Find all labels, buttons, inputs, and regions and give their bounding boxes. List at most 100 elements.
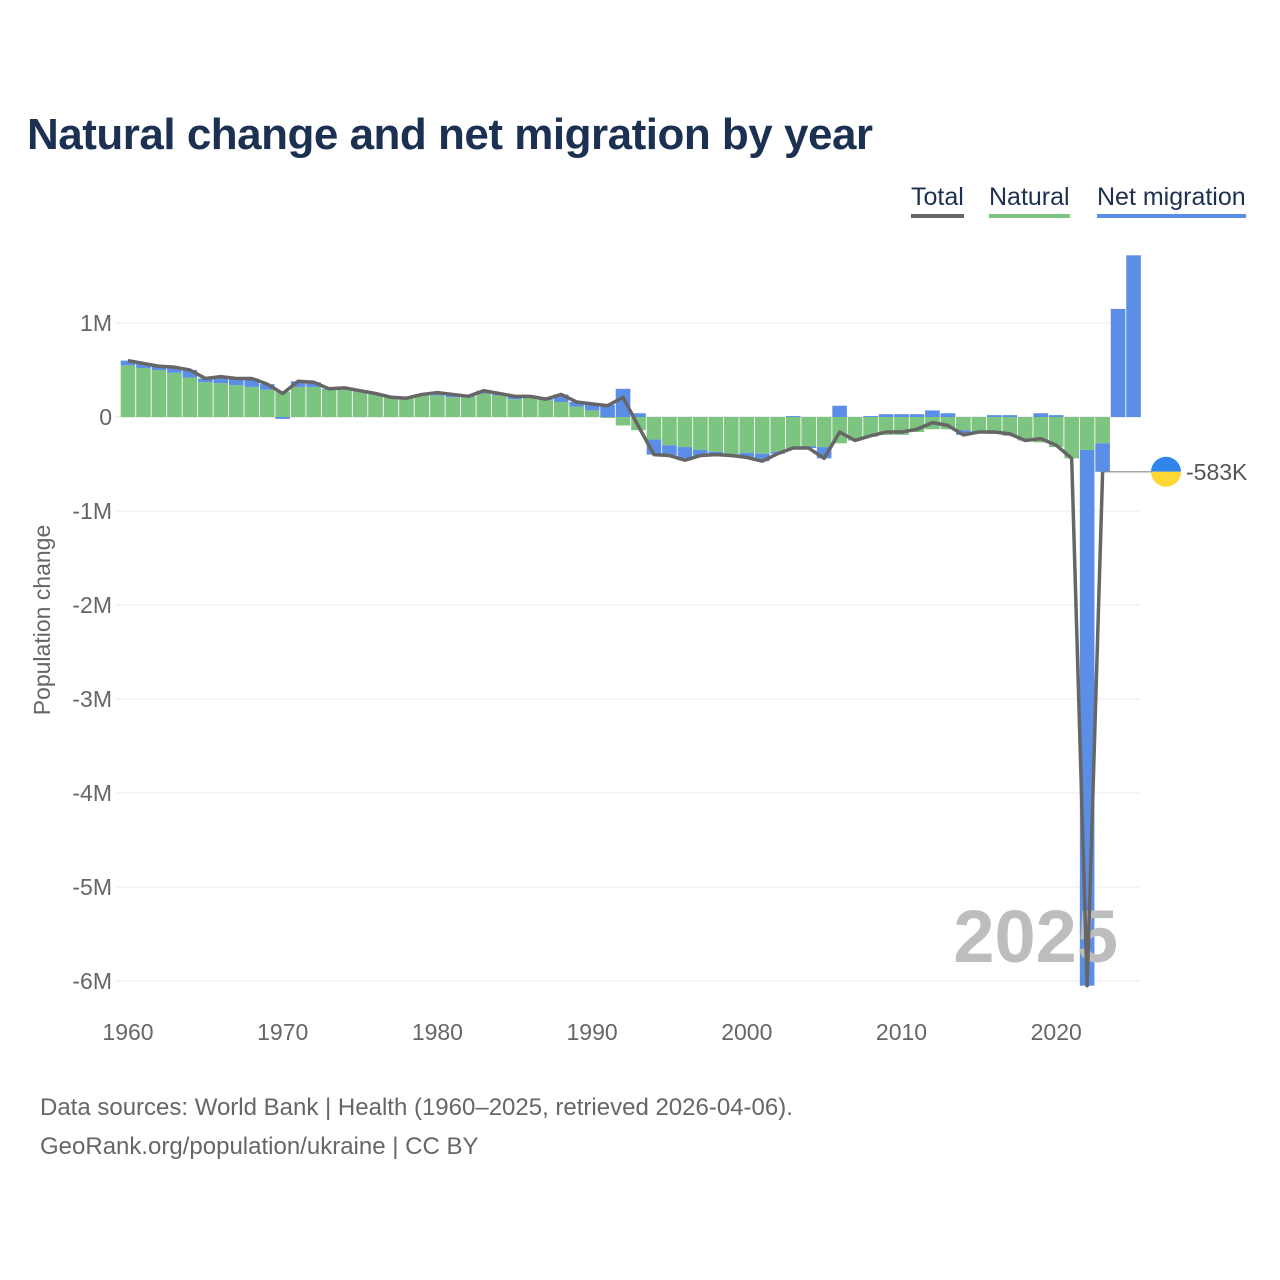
x-tick-label: 2000	[721, 1019, 772, 1045]
footer: Data sources: World Bank | Health (1960–…	[40, 1088, 793, 1166]
net-migration-bar	[1033, 413, 1049, 417]
natural-bar	[754, 417, 770, 454]
natural-bar	[1064, 417, 1079, 459]
year-watermark: 2025	[953, 895, 1118, 978]
natural-bar	[275, 391, 290, 417]
y-tick-label: 0	[99, 404, 112, 430]
net-migration-bar	[693, 449, 708, 456]
net-migration-bar	[290, 381, 306, 387]
natural-bar	[538, 400, 553, 417]
natural-bar	[430, 395, 445, 417]
natural-bar	[461, 397, 476, 417]
natural-bar	[290, 386, 306, 417]
natural-bar	[816, 417, 832, 448]
net-migration-bar	[1126, 255, 1141, 417]
natural-bar	[693, 417, 708, 450]
y-tick-label: -2M	[72, 592, 112, 618]
natural-bar	[724, 417, 739, 455]
natural-bar	[228, 385, 244, 417]
net-migration-bar	[213, 376, 229, 384]
natural-bar	[368, 393, 383, 417]
net-migration-bar	[228, 378, 244, 386]
natural-bar	[259, 389, 275, 417]
net-migration-bar	[909, 414, 925, 417]
legend-net-migration[interactable]: Net migration	[1097, 183, 1246, 218]
x-tick-label: 1980	[412, 1019, 463, 1045]
natural-bar	[445, 397, 461, 417]
natural-bar	[476, 393, 492, 417]
net-migration-bar	[631, 413, 646, 417]
legend-total[interactable]: Total	[911, 183, 964, 218]
net-migration-bar	[832, 405, 847, 417]
y-tick-label: 1M	[80, 310, 112, 336]
natural-bar	[337, 389, 352, 417]
natural-bar	[1079, 417, 1095, 450]
natural-bar	[306, 386, 321, 417]
net-migration-bar	[553, 394, 569, 402]
net-migration-bar	[878, 414, 894, 417]
natural-bar	[971, 417, 987, 433]
net-migration-bar	[925, 410, 940, 417]
natural-bar	[770, 417, 786, 452]
net-migration-bar	[120, 360, 136, 366]
natural-bar	[120, 365, 136, 417]
natural-bar	[1048, 417, 1064, 448]
net-migration-bar	[151, 366, 167, 370]
natural-bar	[198, 382, 213, 417]
net-migration-bar	[677, 447, 693, 461]
net-migration-bar	[894, 414, 909, 417]
natural-bar	[785, 417, 801, 449]
net-migration-bar	[987, 415, 1002, 417]
net-migration-bar	[198, 378, 213, 383]
footer-link[interactable]: GeoRank.org/population/ukraine | CC BY	[40, 1133, 479, 1160]
net-migration-bar	[615, 388, 631, 417]
x-tick-label: 1960	[102, 1019, 153, 1045]
x-tick-label: 1990	[567, 1019, 618, 1045]
x-tick-label: 1970	[257, 1019, 308, 1045]
y-tick-label: -5M	[72, 874, 112, 900]
natural-bar	[352, 391, 368, 417]
natural-bar	[584, 410, 600, 417]
net-migration-bar	[1048, 415, 1064, 417]
net-migration-bar	[940, 413, 956, 417]
ukraine-flag-icon	[1151, 456, 1181, 472]
natural-bar	[244, 386, 260, 417]
x-tick-label: 2020	[1031, 1019, 1082, 1045]
natural-bar	[414, 395, 430, 417]
natural-bar	[182, 377, 198, 417]
y-tick-label: -6M	[72, 968, 112, 994]
legend-natural[interactable]: Natural	[989, 183, 1070, 218]
y-axis-label: Population change	[29, 525, 55, 716]
net-migration-bar	[182, 370, 198, 378]
chart-title: Natural change and net migration by year	[27, 110, 873, 159]
natural-bar	[600, 417, 615, 418]
net-migration-bar	[863, 416, 878, 417]
natural-bar	[1095, 417, 1110, 444]
net-migration-bar	[816, 447, 832, 459]
annotation-label: -583K	[1186, 459, 1248, 485]
natural-bar	[213, 383, 229, 417]
natural-bar	[321, 389, 337, 417]
natural-bar	[956, 417, 971, 431]
natural-bar	[167, 372, 182, 417]
total-line	[127, 358, 1105, 988]
natural-bar	[801, 417, 816, 447]
natural-bar	[662, 417, 677, 446]
net-migration-bar	[306, 382, 321, 387]
natural-bar	[863, 417, 878, 437]
net-migration-bar	[1110, 308, 1126, 417]
natural-bar	[491, 395, 507, 417]
natural-bar	[399, 398, 414, 417]
net-migration-bar	[569, 401, 584, 407]
natural-bar	[507, 399, 523, 417]
net-migration-bar	[167, 367, 182, 373]
net-migration-bar	[584, 403, 600, 411]
net-migration-bar	[275, 417, 290, 419]
ukraine-flag-icon	[1151, 471, 1181, 487]
natural-bar	[615, 417, 631, 426]
natural-bar	[1017, 417, 1033, 441]
net-migration-bar	[785, 416, 801, 417]
net-migration-bar	[600, 404, 615, 417]
natural-bar	[1002, 417, 1018, 436]
